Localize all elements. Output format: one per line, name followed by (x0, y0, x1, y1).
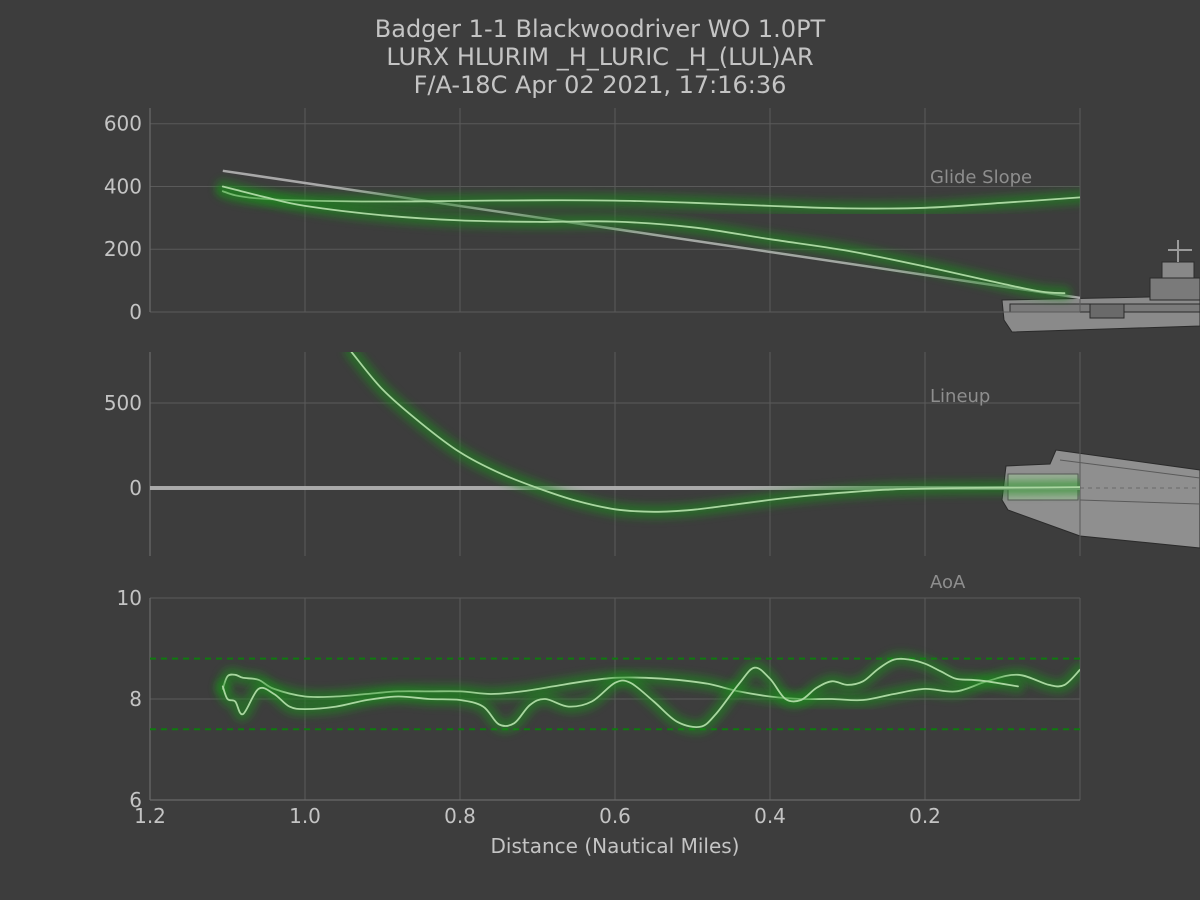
y-tick-label: 8 (129, 687, 142, 711)
carrier-top-icon (1000, 450, 1200, 548)
y-tick-label: 0 (129, 476, 142, 500)
x-tick-label: 0.8 (444, 804, 476, 828)
y-tick-label: 500 (104, 391, 142, 415)
x-tick-label: 0.6 (599, 804, 631, 828)
y-tick-label: 200 (104, 237, 142, 261)
panel-label: Lineup (930, 386, 990, 407)
x-tick-label: 0.4 (754, 804, 786, 828)
panel-label: AoA (930, 572, 966, 593)
x-tick-label: 1.0 (289, 804, 321, 828)
y-tick-label: 0 (129, 300, 142, 324)
panel-glide-slope: 0 200 400 600 Glide Slope (104, 108, 1080, 324)
x-axis-label: Distance (Nautical Miles) (491, 834, 740, 858)
y-tick-label: 10 (117, 586, 142, 610)
x-tick-label: 1.2 (134, 804, 166, 828)
y-tick-label: 400 (104, 174, 142, 198)
x-tick-label: 0.2 (909, 804, 941, 828)
panel-label: Glide Slope (930, 167, 1032, 188)
panel-lineup: 0 500 Lineup (104, 352, 1080, 556)
y-tick-label: 600 (104, 112, 142, 136)
